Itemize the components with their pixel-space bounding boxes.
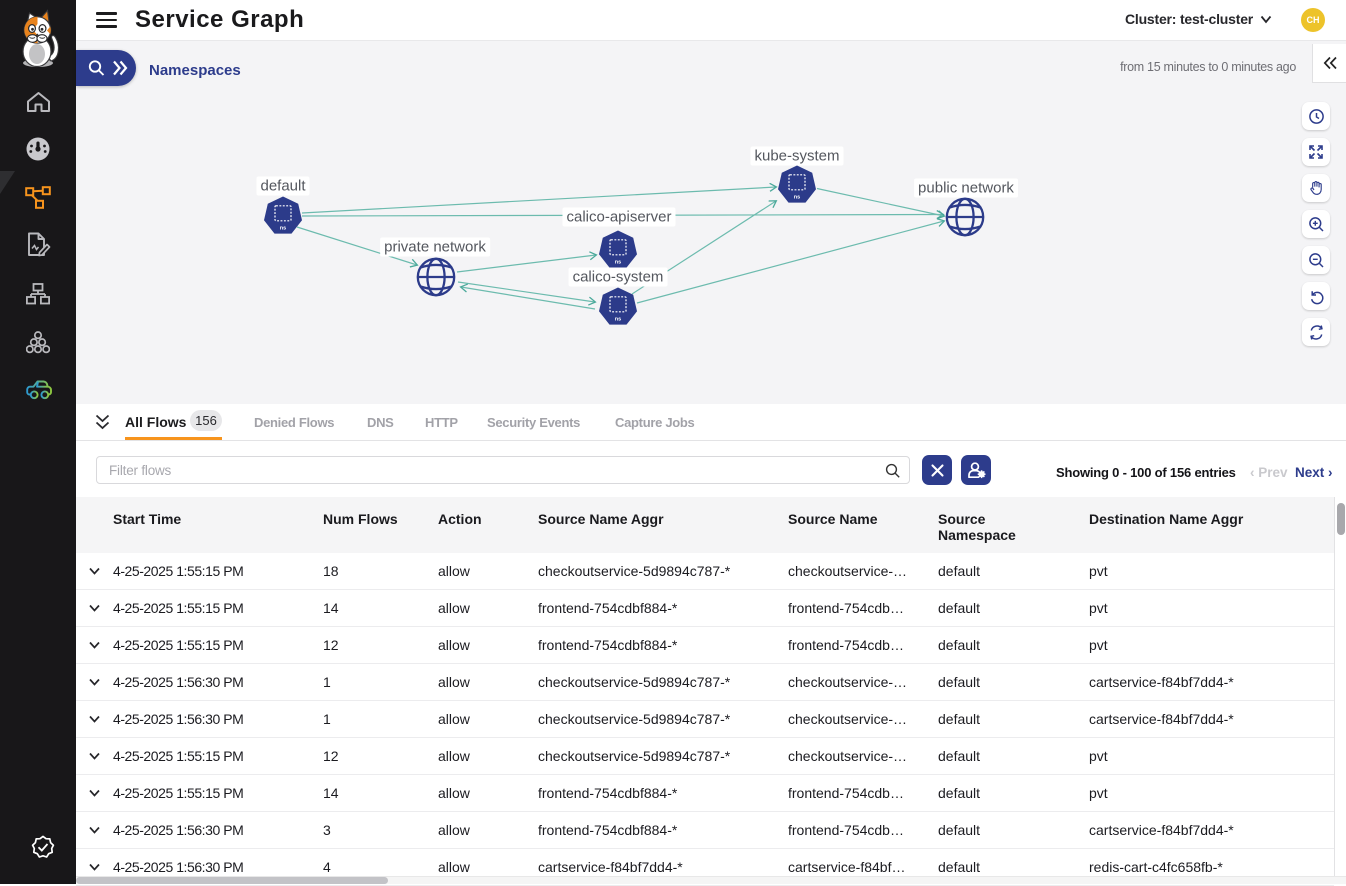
svg-text:ns: ns	[794, 195, 800, 201]
svg-text:ns: ns	[615, 317, 621, 323]
svg-text:ns: ns	[615, 260, 621, 266]
svg-text:ns: ns	[280, 226, 286, 232]
